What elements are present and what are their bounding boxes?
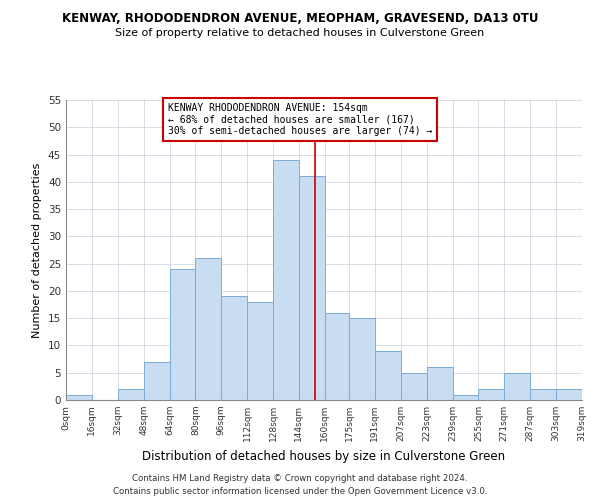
Y-axis label: Number of detached properties: Number of detached properties: [32, 162, 43, 338]
Text: Size of property relative to detached houses in Culverstone Green: Size of property relative to detached ho…: [115, 28, 485, 38]
Bar: [427, 368, 452, 400]
Bar: [375, 351, 401, 400]
Bar: [325, 312, 349, 400]
Bar: [143, 362, 170, 400]
Text: Contains public sector information licensed under the Open Government Licence v3: Contains public sector information licen…: [113, 488, 487, 496]
Text: KENWAY RHODODENDRON AVENUE: 154sqm
← 68% of detached houses are smaller (167)
30: KENWAY RHODODENDRON AVENUE: 154sqm ← 68%…: [168, 102, 432, 136]
Bar: [556, 389, 582, 400]
Bar: [452, 394, 478, 400]
Bar: [221, 296, 247, 400]
Bar: [349, 318, 375, 400]
X-axis label: Distribution of detached houses by size in Culverstone Green: Distribution of detached houses by size …: [142, 450, 506, 462]
Bar: [247, 302, 273, 400]
Bar: [530, 389, 556, 400]
Bar: [196, 258, 221, 400]
Bar: [170, 269, 196, 400]
Bar: [299, 176, 325, 400]
Bar: [273, 160, 299, 400]
Text: Contains HM Land Registry data © Crown copyright and database right 2024.: Contains HM Land Registry data © Crown c…: [132, 474, 468, 483]
Bar: [505, 372, 530, 400]
Text: KENWAY, RHODODENDRON AVENUE, MEOPHAM, GRAVESEND, DA13 0TU: KENWAY, RHODODENDRON AVENUE, MEOPHAM, GR…: [62, 12, 538, 26]
Bar: [478, 389, 505, 400]
Bar: [66, 394, 92, 400]
Bar: [118, 389, 143, 400]
Bar: [401, 372, 427, 400]
